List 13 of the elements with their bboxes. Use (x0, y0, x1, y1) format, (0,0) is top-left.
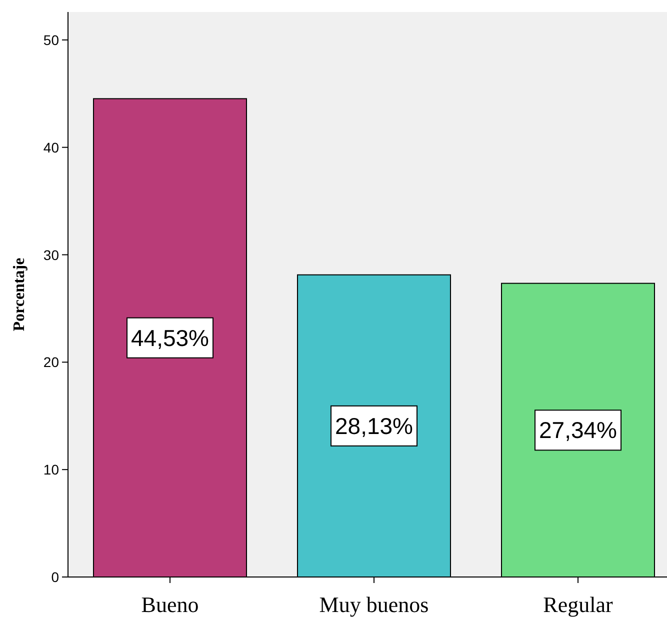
y-tick-label: 20 (43, 354, 60, 370)
y-tick-label: 0 (51, 569, 60, 585)
y-tick-label: 30 (43, 246, 60, 263)
y-tick-label: 40 (43, 139, 60, 156)
y-tick-label: 10 (43, 462, 60, 478)
x-tick-label: Bueno (141, 592, 199, 617)
data-label: 28,13% (334, 412, 414, 439)
x-tick-label: Muy buenos (319, 592, 429, 617)
data-label: 44,53% (130, 324, 210, 351)
data-label: 27,34% (538, 417, 618, 444)
x-tick-label: Regular (543, 592, 614, 617)
y-tick-label: 50 (43, 32, 60, 48)
y-axis-title: Porcentaje (11, 258, 28, 332)
